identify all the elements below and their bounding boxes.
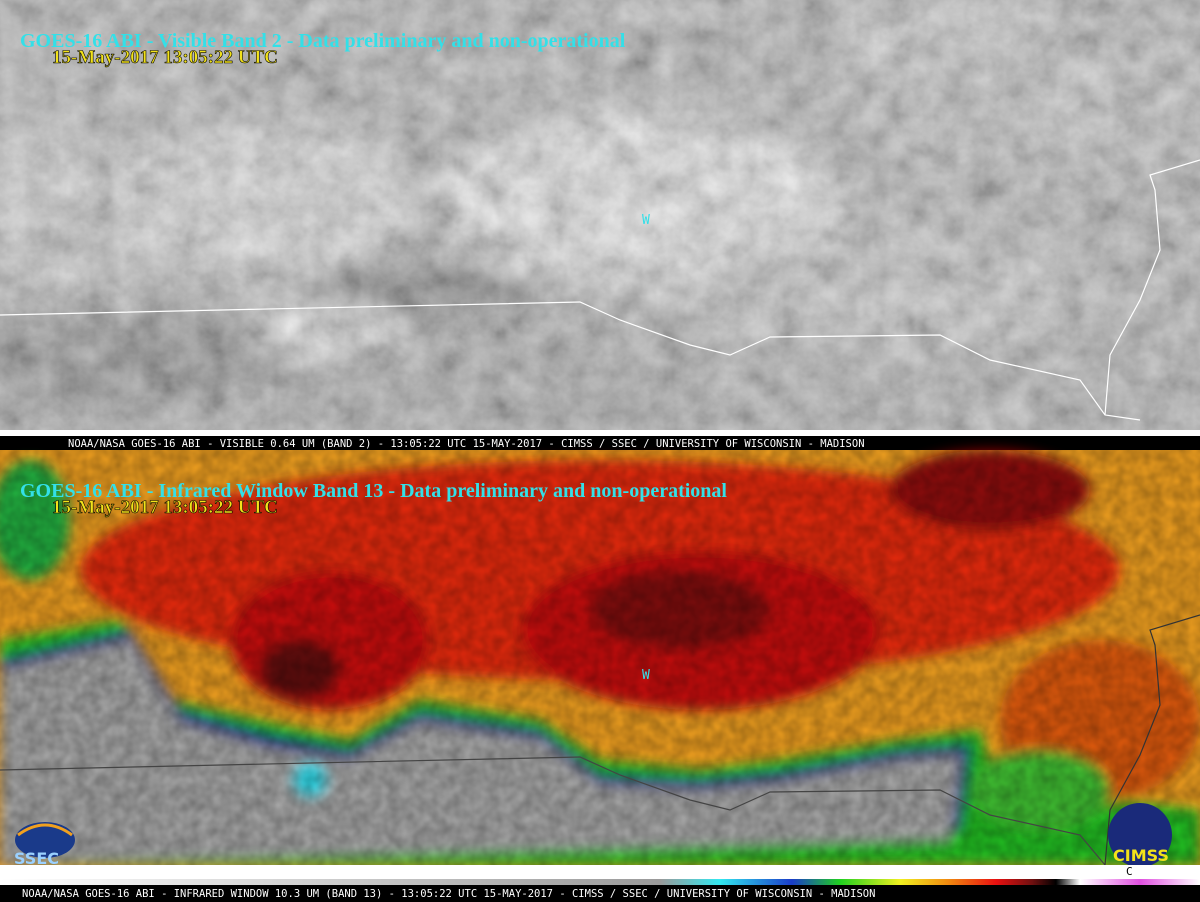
- ssec-logo: SSEC: [14, 822, 75, 868]
- visible-panel: W GOES-16 ABI - Visible Band 2 - Data pr…: [0, 0, 1200, 430]
- infrared-panel: W GOES-16 ABI - Infrared Window Band 13 …: [0, 450, 1200, 868]
- cimss-logo: CIMSS: [1108, 803, 1172, 867]
- location-marker: W: [642, 668, 650, 683]
- colorbar-unit: C: [1126, 865, 1133, 878]
- panel-caption: NOAA/NASA GOES-16 ABI - INFRARED WINDOW …: [22, 888, 875, 900]
- timestamp: 15-May-2017 13:05:22 UTC: [52, 47, 278, 68]
- timestamp: 15-May-2017 13:05:22 UTC: [52, 497, 278, 518]
- logo-text: SSEC: [14, 849, 59, 868]
- panel-title: GOES-16 ABI - Infrared Window Band 13 - …: [20, 480, 727, 502]
- colorbar: C: [0, 865, 1200, 885]
- logo-text: CIMSS: [1113, 846, 1169, 865]
- panel-title: GOES-16 ABI - Visible Band 2 - Data prel…: [20, 30, 626, 52]
- panel-caption: NOAA/NASA GOES-16 ABI - VISIBLE 0.64 UM …: [68, 438, 865, 450]
- location-marker: W: [642, 213, 650, 228]
